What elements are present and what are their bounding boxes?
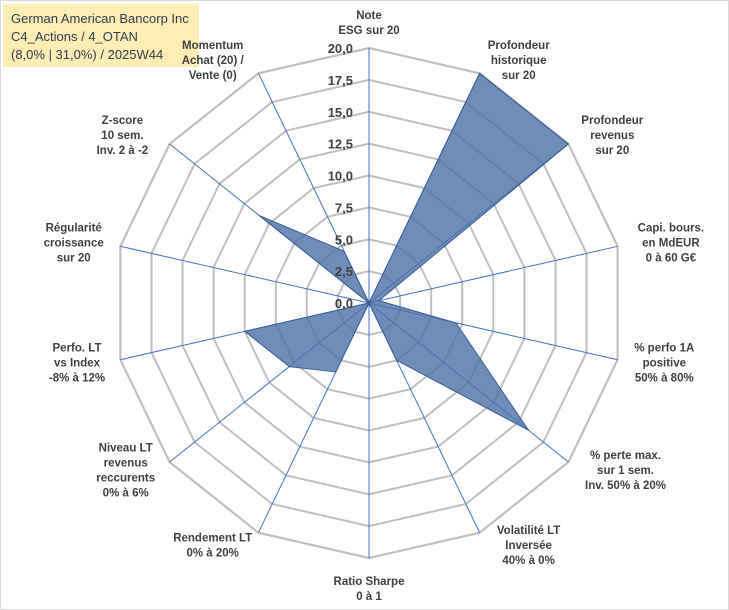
axis-label-9: Niveau LT revenus reccurents 0% à 6%: [96, 443, 155, 500]
axis-label-12: Z-score 10 sem. Inv. 2 à -2: [97, 115, 149, 157]
axis-label-line: 40% à 0%: [502, 555, 554, 567]
axis-label-line: Momentum: [182, 40, 243, 52]
axis-label-line: Capi. bours.: [638, 223, 704, 235]
radar-axis-labels: Note ESG sur 20 Profondeur historique sur 20…: [44, 10, 704, 603]
axis-label-line: 10 sem.: [101, 130, 143, 142]
series-point-12: [258, 215, 260, 217]
axis-label-line: Niveau LT: [99, 443, 153, 455]
axis-label-7: Ratio Sharpe 0 à 1: [334, 576, 405, 603]
axis-label-4: % perfo 1A positive 50% à 80%: [634, 342, 694, 384]
axis-label-10: Perfo. LT vs Index -8% à 12%: [49, 342, 105, 384]
chart-title-box: German American Bancorp Inc C4_Actions /…: [3, 4, 199, 67]
radar-series: [243, 72, 570, 431]
axis-label-6: Volatilité LT Inversée 40% à 0%: [497, 525, 560, 567]
axis-label-line: Note: [356, 10, 382, 22]
axis-label-line: ESG sur 20: [338, 25, 399, 37]
axis-label-line: % perfo 1A: [634, 342, 694, 354]
axis-label-line: sur 20: [57, 253, 91, 265]
axis-label-line: croissance: [44, 238, 104, 250]
series-point-4: [455, 322, 457, 324]
axis-label-line: reccurents: [96, 473, 155, 485]
axis-label-line: Z-score: [102, 115, 144, 127]
tick-label: 7,5: [335, 200, 353, 215]
tick-label: 12,5: [328, 137, 353, 152]
series-point-10: [244, 330, 246, 332]
axis-label-line: Achat (20) /: [182, 55, 245, 67]
axis-label-line: Rendement LT: [173, 532, 252, 544]
axis-label-1: Profondeur historique sur 20: [488, 40, 550, 82]
axis-spoke-3: [368, 245, 618, 304]
axis-label-line: 0% à 6%: [103, 488, 149, 500]
series-point-2: [567, 143, 570, 145]
axis-label-line: positive: [643, 357, 686, 369]
portfolio-code: C4_Actions / 4_OTAN: [11, 29, 138, 44]
series-point-11: [368, 302, 370, 304]
tick-label: 20,0: [328, 41, 353, 56]
axis-spoke-11: [120, 245, 370, 304]
axis-label-line: 0 à 60 G€: [646, 253, 697, 265]
axis-label-line: revenus: [590, 130, 634, 142]
axis-label-line: Ratio Sharpe: [334, 576, 405, 588]
axis-label-line: vs Index: [54, 357, 101, 369]
axis-label-13: Momentum Achat (20) / Vente (0): [182, 40, 245, 82]
tick-label: 10,0: [328, 169, 353, 184]
axis-label-line: 0 à 1: [356, 591, 382, 603]
axis-label-line: % perte max.: [590, 450, 661, 462]
axis-label-line: -8% à 12%: [49, 372, 105, 384]
axis-label-line: sur 1 sem.: [597, 465, 654, 477]
axis-label-line: revenus: [104, 458, 148, 470]
series-point-9: [288, 366, 290, 368]
axis-label-line: 50% à 80%: [635, 372, 694, 384]
axis-label-line: historique: [491, 55, 547, 67]
series-point-8: [335, 371, 337, 373]
axis-label-5: % perte max. sur 1 sem. Inv. 50% à 20%: [585, 450, 666, 492]
axis-label-11: Régularité croissance sur 20: [44, 223, 104, 265]
tick-label: 0,0: [335, 296, 353, 311]
company-name: German American Bancorp Inc: [11, 11, 189, 26]
axis-label-line: sur 20: [502, 70, 536, 82]
axis-label-line: Inv. 2 à -2: [97, 145, 149, 157]
axis-label-line: Profondeur: [488, 40, 550, 52]
series-area: [243, 72, 570, 431]
series-point-5: [527, 429, 530, 431]
axis-label-line: Volatilité LT: [497, 525, 560, 537]
axis-label-3: Capi. bours. en MdEUR 0 à 60 G€: [638, 223, 704, 265]
axis-label-line: en MdEUR: [642, 238, 700, 250]
radar-tick-labels: 0,0 2,5 5,0 7,5 10,0 12,5 15,0 17,5 20,0: [328, 41, 353, 311]
axis-label-line: 0% à 20%: [186, 547, 238, 559]
series-point-3: [378, 300, 380, 302]
series-point-13: [343, 250, 345, 252]
axis-label-line: Profondeur: [581, 115, 643, 127]
axis-label-line: Inversée: [505, 540, 552, 552]
performance-week: (8,0% | 31,0%) / 2025W44: [11, 47, 164, 62]
axis-label-line: Perfo. LT: [53, 342, 102, 354]
axis-label-2: Profondeur revenus sur 20: [581, 115, 643, 157]
axis-label-line: sur 20: [595, 145, 629, 157]
series-point-6: [396, 359, 398, 361]
axis-label-8: Rendement LT 0% à 20%: [173, 532, 252, 559]
axis-label-line: Inv. 50% à 20%: [585, 480, 666, 492]
tick-label: 17,5: [328, 73, 353, 88]
tick-label: 15,0: [328, 105, 353, 120]
axis-label-line: Régularité: [46, 223, 102, 235]
series-point-1: [479, 72, 481, 74]
axis-label-line: Vente (0): [189, 70, 237, 82]
tick-label: 2,5: [335, 264, 353, 279]
axis-label-0: Note ESG sur 20: [338, 10, 399, 37]
tick-label: 5,0: [335, 232, 353, 247]
